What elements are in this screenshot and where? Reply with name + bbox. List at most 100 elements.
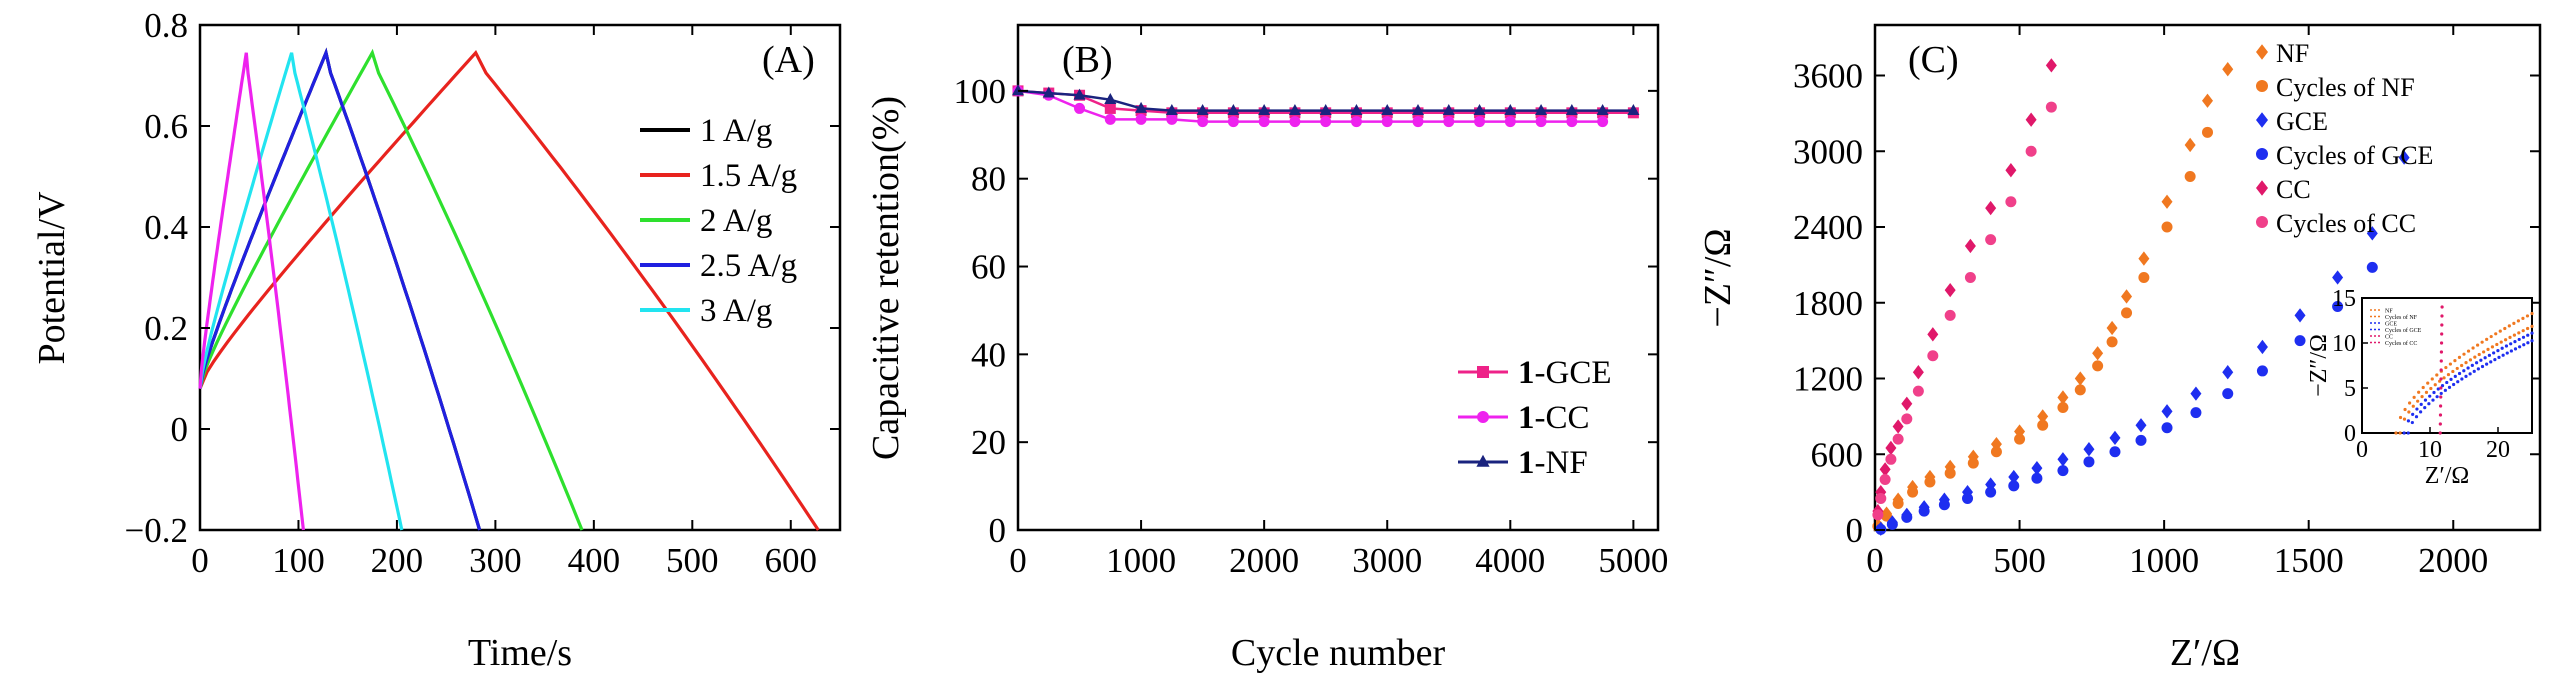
inset-curve-point — [2516, 319, 2520, 323]
c-series-marker — [2138, 251, 2150, 266]
panel-b-plot-area — [1011, 84, 1640, 128]
c-series-marker — [2184, 171, 2196, 182]
b-series-marker — [1473, 104, 1486, 116]
c-series-marker — [1881, 510, 1893, 522]
c-series-marker — [1918, 505, 1930, 517]
inset-curve-point — [2432, 390, 2436, 395]
inset-curve-point — [2435, 373, 2439, 377]
b-series-marker — [1104, 93, 1117, 105]
inset-curve-point — [2480, 364, 2485, 369]
a-x-tick-label: 600 — [765, 541, 818, 580]
inset-curve-point — [2497, 355, 2501, 359]
inset-curve-point — [2505, 351, 2509, 355]
b-series-marker — [1535, 104, 1548, 116]
inset-curve-point — [2423, 406, 2427, 410]
c-series-marker — [2109, 446, 2121, 458]
inset-curve-point — [2428, 394, 2432, 398]
inset-curve-point — [2394, 431, 2398, 435]
b-series-marker — [1597, 116, 1609, 128]
a-series-line — [198, 47, 482, 531]
c-series-marker — [2161, 404, 2173, 419]
c-series-marker — [2074, 384, 2086, 396]
b-x-tick-label: 1000 — [1106, 541, 1176, 580]
inset-curve-point — [2494, 332, 2498, 336]
inset-curve-point — [2457, 355, 2462, 359]
inset-curve-point — [2513, 339, 2517, 344]
inset-curve-point — [2477, 352, 2481, 357]
a-y-tick-label: 0 — [171, 410, 189, 449]
b-legend-label-suffix: -CC — [1535, 400, 1590, 436]
c-x-tick-label: 1000 — [2129, 541, 2199, 580]
inset-curve-point — [2455, 366, 2459, 371]
inset-curve-point — [2462, 369, 2466, 373]
inset-curve-point — [2460, 363, 2464, 368]
inset-curve-point — [2499, 340, 2503, 344]
c-y-tick-label: 2400 — [1793, 208, 1863, 247]
b-legend-label-suffix: -GCE — [1535, 355, 1612, 391]
inset-curve-point — [2453, 359, 2457, 363]
c-series-marker — [2332, 301, 2344, 313]
b-y-tick-label: 40 — [971, 335, 1006, 374]
c-y-tick-label: 3600 — [1793, 57, 1863, 96]
inset-curve-point — [2526, 341, 2530, 345]
b-series-marker — [1566, 116, 1578, 128]
c-series-marker — [1964, 238, 1976, 254]
c-y-tick-label: 1800 — [1793, 284, 1863, 323]
c-legend-marker — [2256, 44, 2268, 60]
c-series-marker — [2014, 433, 2026, 445]
c-series-marker — [2045, 58, 2057, 73]
b-series-marker — [1258, 116, 1270, 128]
inset-curve-point — [2500, 346, 2504, 350]
c-series-marker — [1912, 385, 1924, 397]
inset-curve-point — [2447, 385, 2452, 389]
b-series-marker — [1227, 116, 1239, 128]
c-series-marker — [2366, 226, 2378, 241]
inset-curve-point — [2411, 404, 2415, 408]
b-legend-label: 1-GCE — [1518, 355, 1612, 391]
b-series-marker — [1443, 116, 1455, 128]
inset-curve-point — [2487, 353, 2491, 357]
c-series-marker — [2057, 390, 2069, 405]
a-series-line — [198, 52, 404, 531]
inset-curve-point — [2433, 383, 2437, 387]
inset-curve-point — [2507, 324, 2511, 328]
c-series-marker — [2057, 465, 2069, 477]
c-series-marker — [2398, 150, 2410, 165]
b-series-marker — [1320, 116, 1332, 128]
b-legend-marker — [1477, 366, 1489, 378]
inset-x-tick-label: 0 — [2356, 437, 2368, 463]
b-series-marker — [1104, 113, 1116, 125]
a-y-tick-label: 0.4 — [144, 208, 188, 247]
c-series-marker — [1875, 492, 1887, 504]
panel-a-x-axis-label: Time/s — [468, 632, 572, 674]
a-legend-label: 2 A/g — [700, 203, 772, 239]
b-x-tick-label: 3000 — [1352, 541, 1422, 580]
inset-curve-point — [2466, 349, 2471, 353]
c-series-marker — [2222, 388, 2234, 400]
a-x-tick-label: 400 — [568, 541, 621, 580]
inset-curve-point — [2440, 384, 2445, 388]
inset-x-axis-label: Z′/Ω — [2425, 463, 2469, 489]
inset-curve-point — [2530, 339, 2534, 343]
inset-curve-point — [2406, 431, 2410, 435]
inset-curve-point — [2446, 372, 2451, 377]
inset-y-tick-label: 0 — [2344, 421, 2356, 447]
inset-curve-point — [2475, 361, 2479, 365]
c-series-marker — [2190, 386, 2202, 401]
inset-curve-point — [2424, 390, 2429, 394]
b-legend-label: 1-NF — [1518, 445, 1588, 481]
b-legend-label-bold: 1 — [1518, 445, 1535, 481]
c-series-marker — [2008, 469, 2020, 485]
c-series-marker — [2184, 137, 2196, 153]
c-series-marker — [2025, 112, 2037, 127]
panel-a-chart: 0 100 200 300 400 500 600−0.200.20.40.60.8 (A)… — [31, 6, 842, 674]
inset-curve-point — [2460, 377, 2464, 381]
inset-curve-point — [2423, 398, 2428, 402]
c-series-marker — [1927, 327, 1939, 342]
inset-curve-point — [2521, 335, 2526, 339]
b-x-tick-label: 2000 — [1229, 541, 1299, 580]
inset-curve-point — [2483, 356, 2487, 360]
a-y-tick-label: 0.8 — [144, 6, 188, 45]
c-legend-marker — [2256, 180, 2268, 196]
